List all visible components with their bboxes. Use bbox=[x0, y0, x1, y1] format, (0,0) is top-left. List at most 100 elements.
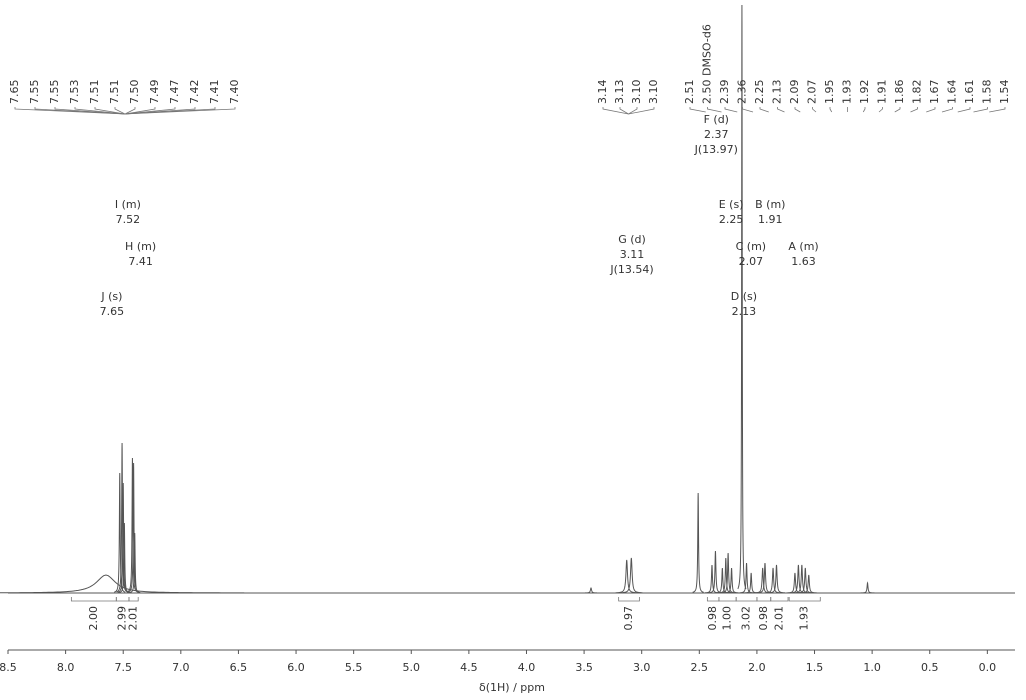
peak-label-connector bbox=[973, 107, 988, 113]
multiplet-name: J (s) bbox=[100, 290, 122, 303]
peak-label: 2.25 bbox=[753, 80, 766, 105]
peak-label-connector bbox=[777, 107, 785, 113]
peak-label-connector bbox=[628, 107, 638, 115]
peak-label-connector bbox=[989, 107, 1006, 113]
x-tick-label: 3.0 bbox=[633, 661, 651, 674]
integral-label: 0.97 bbox=[622, 606, 635, 631]
peak-label-connector bbox=[759, 107, 769, 113]
peak-label: 2.13 bbox=[771, 80, 784, 105]
peak-label: 1.54 bbox=[998, 80, 1011, 105]
multiplet-name: G (d) bbox=[618, 233, 646, 246]
peak-label: 7.49 bbox=[148, 80, 161, 105]
peak-label: 7.51 bbox=[88, 80, 101, 105]
peak-label: 7.50 bbox=[128, 80, 141, 105]
peak-label-connector bbox=[829, 107, 833, 113]
x-tick-label: 6.5 bbox=[230, 661, 248, 674]
integral-label: 3.02 bbox=[740, 606, 753, 631]
x-tick-label: 5.5 bbox=[345, 661, 363, 674]
peak-label: 2.36 bbox=[736, 80, 749, 105]
peak-label-connector bbox=[124, 107, 176, 115]
integral-bracket bbox=[718, 597, 737, 602]
multiplet-name: D (s) bbox=[731, 290, 757, 303]
peak-label: 7.65 bbox=[8, 80, 21, 105]
peak bbox=[582, 587, 600, 594]
peak-label: 1.64 bbox=[946, 80, 959, 105]
peak-label-connector bbox=[114, 107, 126, 115]
peak-label: 7.53 bbox=[68, 80, 81, 105]
x-tick-label: 0.5 bbox=[921, 661, 939, 674]
peak-label: 3.10 bbox=[647, 80, 660, 105]
integral-bracket bbox=[70, 597, 117, 602]
peak bbox=[721, 552, 736, 594]
peak bbox=[800, 574, 818, 594]
peak-label: 1.67 bbox=[928, 80, 941, 105]
multiplet-shift: 7.52 bbox=[116, 213, 141, 226]
integral-bracket bbox=[735, 597, 758, 602]
peak-label: 2.07 bbox=[806, 80, 819, 105]
peak-label-connector bbox=[878, 107, 883, 113]
peak bbox=[796, 567, 814, 594]
multiplet-name: C (m) bbox=[736, 240, 766, 253]
peak-label: 1.58 bbox=[981, 80, 994, 105]
peak-label-connector bbox=[124, 107, 236, 115]
peak-label-connector bbox=[94, 107, 126, 115]
x-tick-label: 5.0 bbox=[403, 661, 421, 674]
peak-label-connector bbox=[54, 107, 126, 115]
peak bbox=[620, 557, 643, 594]
integral-label: 0.98 bbox=[757, 606, 770, 631]
peak-label: 7.55 bbox=[28, 80, 41, 105]
peak-label: 1.82 bbox=[911, 80, 924, 105]
x-tick-label: 1.5 bbox=[806, 661, 824, 674]
peak bbox=[114, 472, 126, 593]
peak-label: 3.14 bbox=[596, 80, 609, 105]
integral-bracket bbox=[770, 597, 789, 602]
integral-bracket bbox=[128, 597, 139, 602]
multiplet-name: H (m) bbox=[125, 240, 156, 253]
peak bbox=[0, 574, 245, 594]
integral-bracket bbox=[115, 597, 130, 602]
peak-label-connector bbox=[941, 107, 953, 113]
multiplet-name: E (s) bbox=[719, 198, 744, 211]
peak-label-connector bbox=[689, 107, 706, 113]
multiplet-coupling: J(13.54) bbox=[609, 263, 653, 276]
peak-label-connector bbox=[124, 107, 136, 115]
integral-bracket bbox=[756, 597, 772, 602]
multiplet-name: F (d) bbox=[704, 113, 729, 126]
peak-label: 7.42 bbox=[188, 80, 201, 105]
peak-label: 3.13 bbox=[613, 80, 626, 105]
x-axis-label: δ(1H) / ppm bbox=[479, 681, 545, 694]
peak bbox=[129, 532, 141, 594]
integral-bracket bbox=[788, 597, 821, 602]
x-tick-label: 6.0 bbox=[287, 661, 305, 674]
peak-label: 2.09 bbox=[788, 80, 801, 105]
peak-label-connector bbox=[74, 107, 126, 115]
peak-label-connector bbox=[742, 107, 754, 113]
peak bbox=[739, 562, 754, 594]
multiplet-coupling: J(13.97) bbox=[694, 143, 738, 156]
peak-label-connector bbox=[794, 107, 801, 113]
integral-label: 0.98 bbox=[706, 606, 719, 631]
peak-label: 7.40 bbox=[228, 80, 241, 105]
peak-label: 1.86 bbox=[893, 80, 906, 105]
x-tick-label: 8.5 bbox=[0, 661, 17, 674]
multiplet-shift: 2.37 bbox=[704, 128, 729, 141]
peak-label: 2.50 DMSO-d6 bbox=[701, 24, 714, 104]
peak-label-connector bbox=[724, 107, 738, 113]
peak-label: 1.93 bbox=[841, 80, 854, 105]
peak bbox=[126, 457, 139, 593]
peak-label-connector bbox=[894, 107, 901, 113]
peak-label-connector bbox=[862, 107, 866, 113]
peak bbox=[615, 559, 638, 594]
peak-label-connector bbox=[957, 107, 971, 113]
peak-label: 7.47 bbox=[168, 80, 181, 105]
multiplet-shift: 1.63 bbox=[791, 255, 816, 268]
peak bbox=[692, 492, 704, 593]
multiplet-name: B (m) bbox=[755, 198, 785, 211]
x-tick-label: 4.5 bbox=[460, 661, 478, 674]
peak-label: 2.51 bbox=[683, 80, 696, 105]
peak-label: 1.61 bbox=[963, 80, 976, 105]
peak-label-connector bbox=[124, 107, 156, 115]
x-tick-label: 7.5 bbox=[114, 661, 132, 674]
multiplet-shift: 2.25 bbox=[719, 213, 744, 226]
